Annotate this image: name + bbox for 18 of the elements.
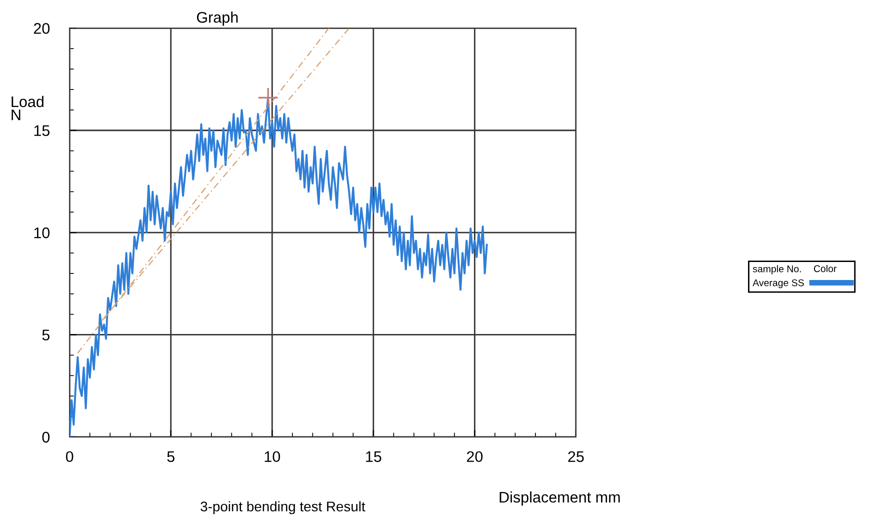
x-tick-label: 0: [66, 451, 74, 462]
x-axis-title: Displacement mm: [500, 491, 620, 506]
x-tick-label: 15: [366, 451, 382, 462]
y-tick-label: 0: [42, 432, 50, 443]
y-tick-label: 5: [42, 330, 50, 340]
text: 3-point bending test Result: [200, 501, 366, 514]
x-tick-label: 5: [167, 451, 174, 462]
y-tick-label: 10: [34, 227, 50, 238]
x-tick-label: 25: [568, 451, 584, 462]
legend-title: sample No.: [752, 265, 801, 274]
y-tick-label: 20: [34, 23, 50, 34]
legend-label: Average SS: [752, 279, 804, 288]
x-tick-label: 10: [264, 451, 280, 462]
x-tick-label: 20: [466, 451, 483, 462]
text: Color: [814, 264, 837, 272]
y-axis-title: Load N: [12, 96, 44, 120]
chart-title: Graph: [196, 12, 238, 26]
y-tick-label: 15: [34, 125, 50, 136]
